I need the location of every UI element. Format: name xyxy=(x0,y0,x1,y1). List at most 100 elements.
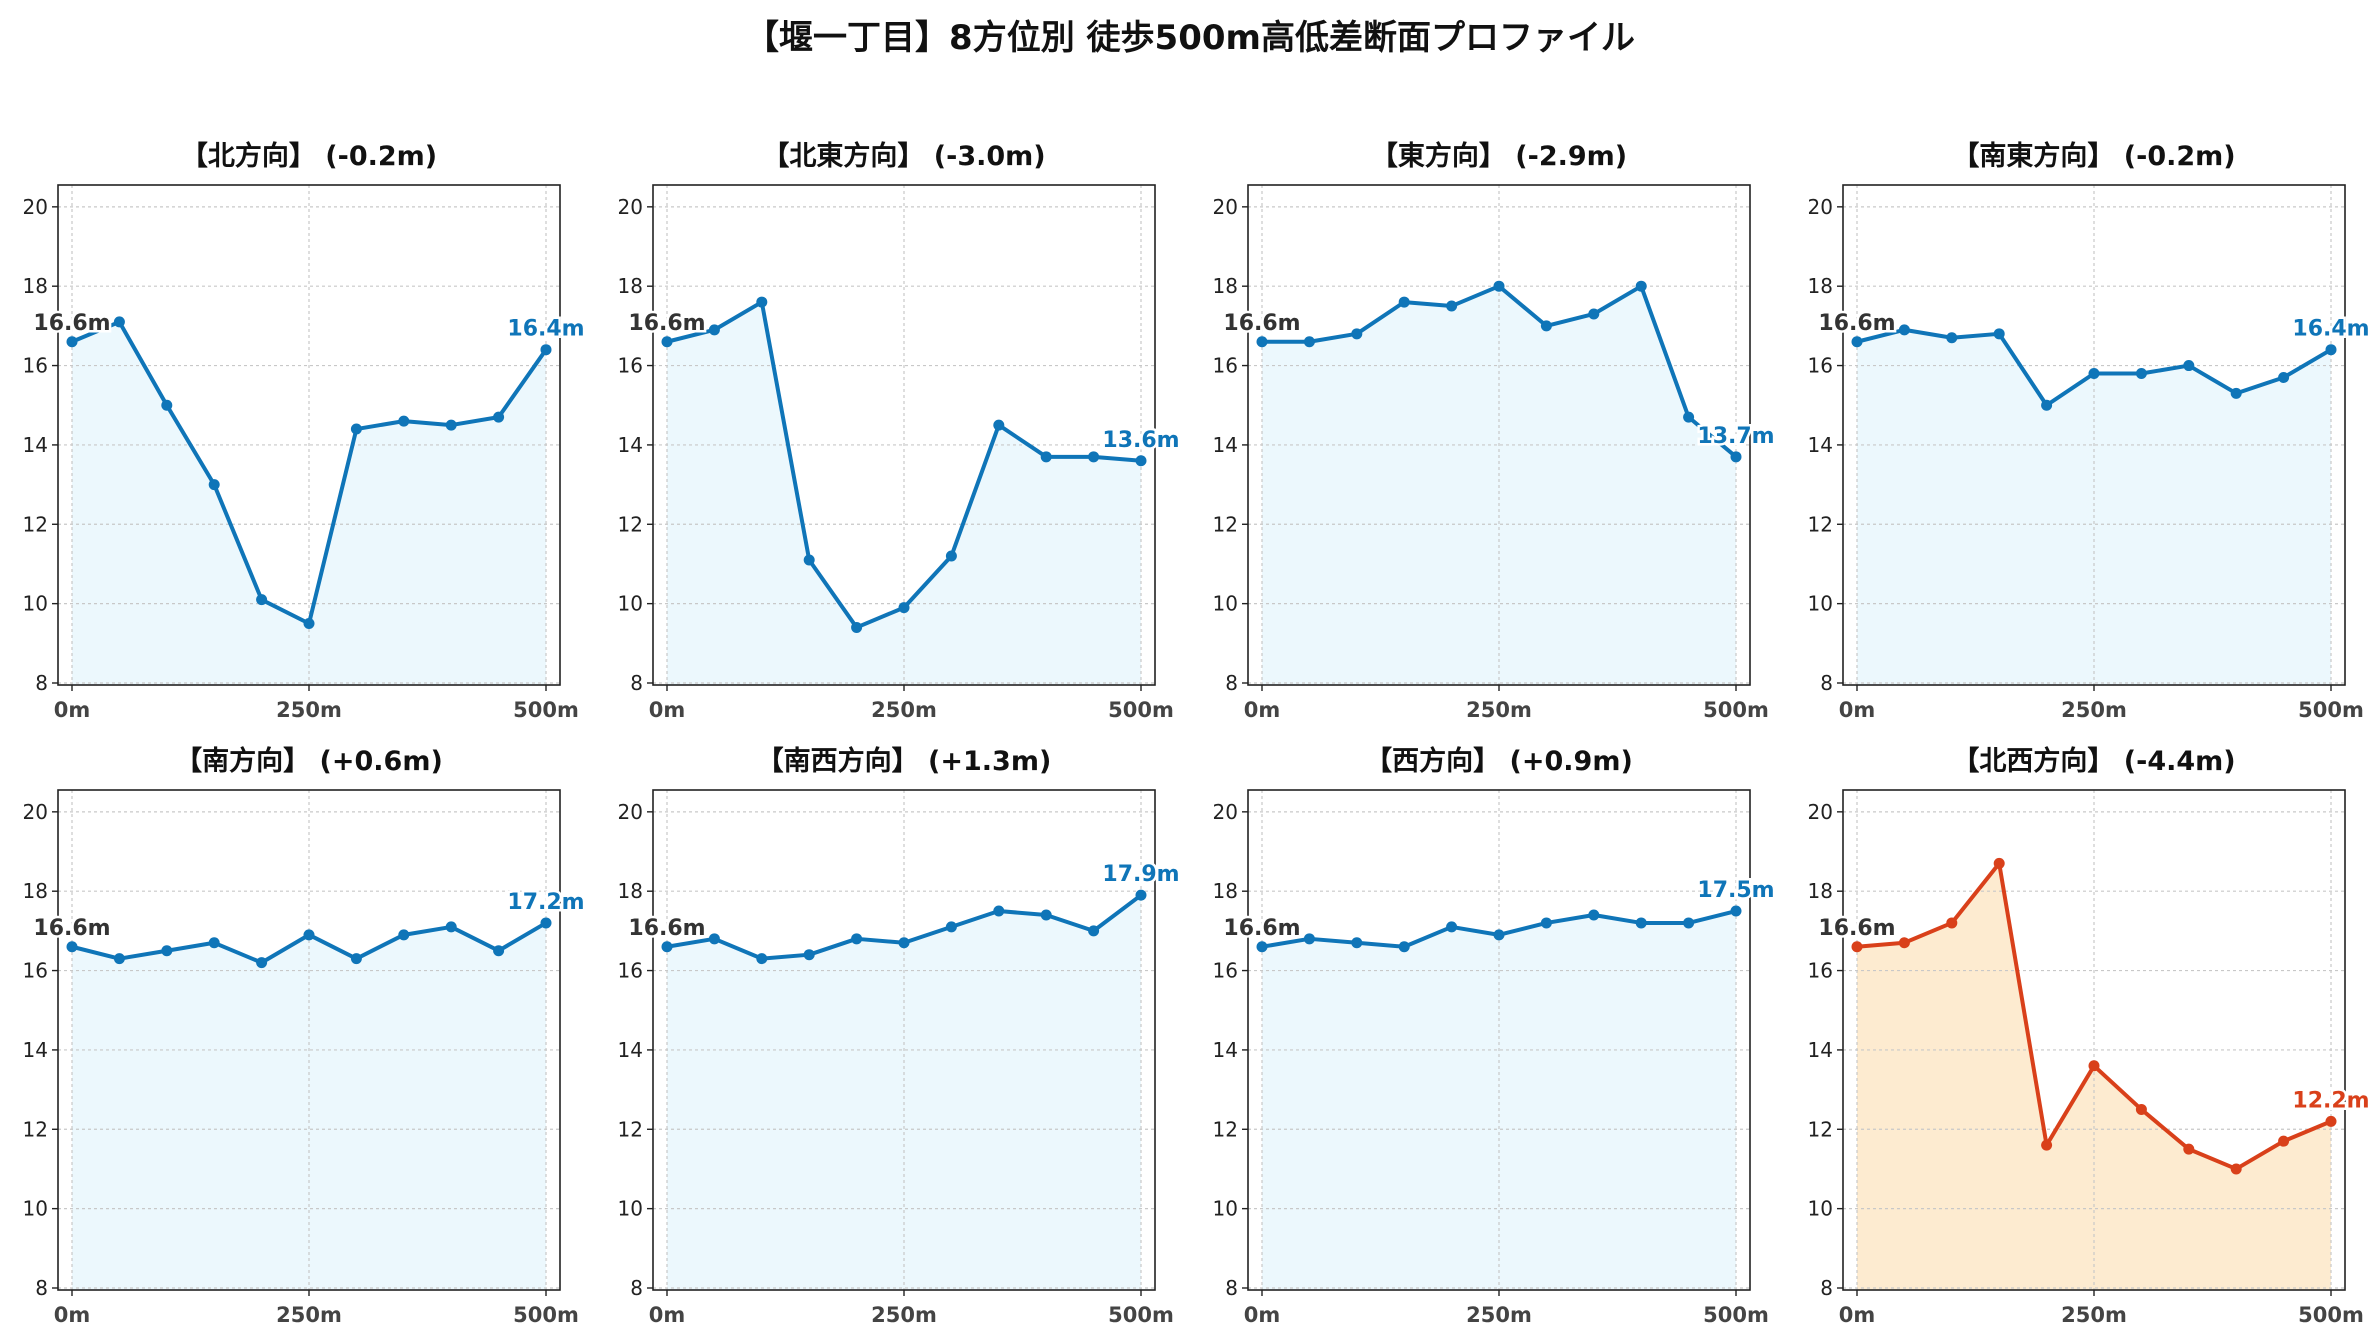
subplot-1: 【北方向】 (-0.2m) 8 10 12 14 16 18 20 0m 250m 500m 16.6… xyxy=(23,140,588,722)
y-tick-label: 16 xyxy=(618,354,643,378)
data-point xyxy=(1851,336,1863,348)
y-tick-label: 18 xyxy=(618,879,643,903)
y-tick-label: 8 xyxy=(1820,671,1833,695)
data-point xyxy=(2041,399,2053,411)
x-tick-label: 250m xyxy=(2061,698,2127,722)
data-point xyxy=(993,419,1005,431)
data-point xyxy=(1398,296,1410,308)
data-point xyxy=(851,933,863,945)
data-point xyxy=(1088,925,1100,937)
x-tick-label: 0m xyxy=(1244,698,1281,722)
data-point xyxy=(898,602,910,614)
x-tick-label: 500m xyxy=(1703,698,1769,722)
data-point xyxy=(303,929,315,941)
data-point xyxy=(2088,1060,2100,1072)
data-point xyxy=(756,296,768,308)
end-elevation-label: 17.2m xyxy=(507,890,584,915)
x-tick-label: 0m xyxy=(1839,698,1876,722)
data-point xyxy=(1851,941,1863,953)
data-point xyxy=(803,949,815,961)
data-point xyxy=(1493,929,1505,941)
area-fill xyxy=(72,922,546,1290)
data-point xyxy=(661,336,673,348)
y-tick-label: 20 xyxy=(1213,800,1238,824)
y-tick-label: 8 xyxy=(630,1276,643,1300)
data-point xyxy=(2088,367,2100,379)
y-tick-label: 20 xyxy=(1213,195,1238,219)
data-point xyxy=(1993,328,2005,340)
subplot-4: 【南東方向】 (-0.2m) 8 10 12 14 16 18 20 0m 250m 500m 16.… xyxy=(1808,140,2373,722)
subplot-title: 【東方向】 (-2.9m) xyxy=(1371,140,1627,172)
data-point xyxy=(1588,308,1600,320)
subplot-title: 【西方向】 (+0.9m) xyxy=(1365,745,1633,777)
data-point xyxy=(398,415,410,427)
data-point xyxy=(66,941,78,953)
x-tick-label: 250m xyxy=(276,1303,342,1327)
start-elevation-label: 16.6m xyxy=(33,916,110,941)
data-point xyxy=(1635,280,1647,292)
y-tick-label: 20 xyxy=(23,195,48,219)
data-point xyxy=(2278,1135,2290,1147)
data-point xyxy=(1351,937,1363,949)
y-tick-label: 16 xyxy=(1808,959,1833,983)
data-point xyxy=(2230,387,2242,399)
data-point xyxy=(2183,360,2195,372)
data-point xyxy=(2135,367,2147,379)
data-point xyxy=(898,937,910,949)
y-tick-label: 10 xyxy=(23,592,48,616)
data-point xyxy=(1540,917,1552,929)
end-elevation-label: 17.9m xyxy=(1102,862,1179,887)
y-tick-label: 18 xyxy=(1808,274,1833,298)
figure-title: 【堰一丁目】8方位別 徒歩500m高低差断面プロファイル xyxy=(745,18,1635,58)
data-point xyxy=(1088,451,1100,463)
start-elevation-label: 16.6m xyxy=(628,311,705,336)
subplot-title: 【南西方向】 (+1.3m) xyxy=(757,745,1052,777)
y-tick-label: 10 xyxy=(23,1197,48,1221)
data-point xyxy=(113,953,125,965)
y-tick-label: 14 xyxy=(618,433,643,457)
y-tick-label: 16 xyxy=(23,354,48,378)
data-point xyxy=(1256,941,1268,953)
data-point xyxy=(2230,1163,2242,1175)
x-tick-label: 0m xyxy=(1839,1303,1876,1327)
y-tick-label: 14 xyxy=(1213,433,1238,457)
start-elevation-label: 16.6m xyxy=(1223,311,1300,336)
data-point xyxy=(445,921,457,933)
y-tick-label: 12 xyxy=(23,1117,48,1141)
y-tick-label: 16 xyxy=(1808,354,1833,378)
subplot-title: 【北東方向】 (-3.0m) xyxy=(762,140,1045,172)
end-elevation-label: 17.5m xyxy=(1697,878,1774,903)
x-tick-label: 250m xyxy=(276,698,342,722)
end-elevation-label: 13.7m xyxy=(1697,424,1774,449)
data-point xyxy=(161,945,173,957)
subplot-title: 【北方向】 (-0.2m) xyxy=(181,140,437,172)
data-point xyxy=(1898,937,1910,949)
data-point xyxy=(1135,455,1147,467)
x-tick-label: 250m xyxy=(1466,698,1532,722)
subplot-title: 【南東方向】 (-0.2m) xyxy=(1952,140,2235,172)
y-tick-label: 18 xyxy=(618,274,643,298)
data-point xyxy=(945,921,957,933)
y-tick-label: 18 xyxy=(1213,274,1238,298)
x-tick-label: 500m xyxy=(1108,698,1174,722)
x-tick-label: 500m xyxy=(513,1303,579,1327)
x-tick-label: 250m xyxy=(871,1303,937,1327)
data-point xyxy=(661,941,673,953)
x-tick-label: 500m xyxy=(2298,1303,2364,1327)
data-point xyxy=(1683,917,1695,929)
data-point xyxy=(2041,1139,2053,1151)
y-tick-label: 16 xyxy=(1213,959,1238,983)
data-point xyxy=(1730,905,1742,917)
y-tick-label: 12 xyxy=(618,1117,643,1141)
subplot-7: 【西方向】 (+0.9m) 8 10 12 14 16 18 20 0m 250m 500m 16.6… xyxy=(1213,745,1778,1327)
area-fill xyxy=(1857,329,2331,685)
y-tick-label: 12 xyxy=(1213,512,1238,536)
data-point xyxy=(1946,917,1958,929)
data-point xyxy=(161,399,173,411)
data-point xyxy=(2135,1103,2147,1115)
data-point xyxy=(2278,371,2290,383)
data-point xyxy=(2325,344,2337,356)
x-tick-label: 250m xyxy=(871,698,937,722)
